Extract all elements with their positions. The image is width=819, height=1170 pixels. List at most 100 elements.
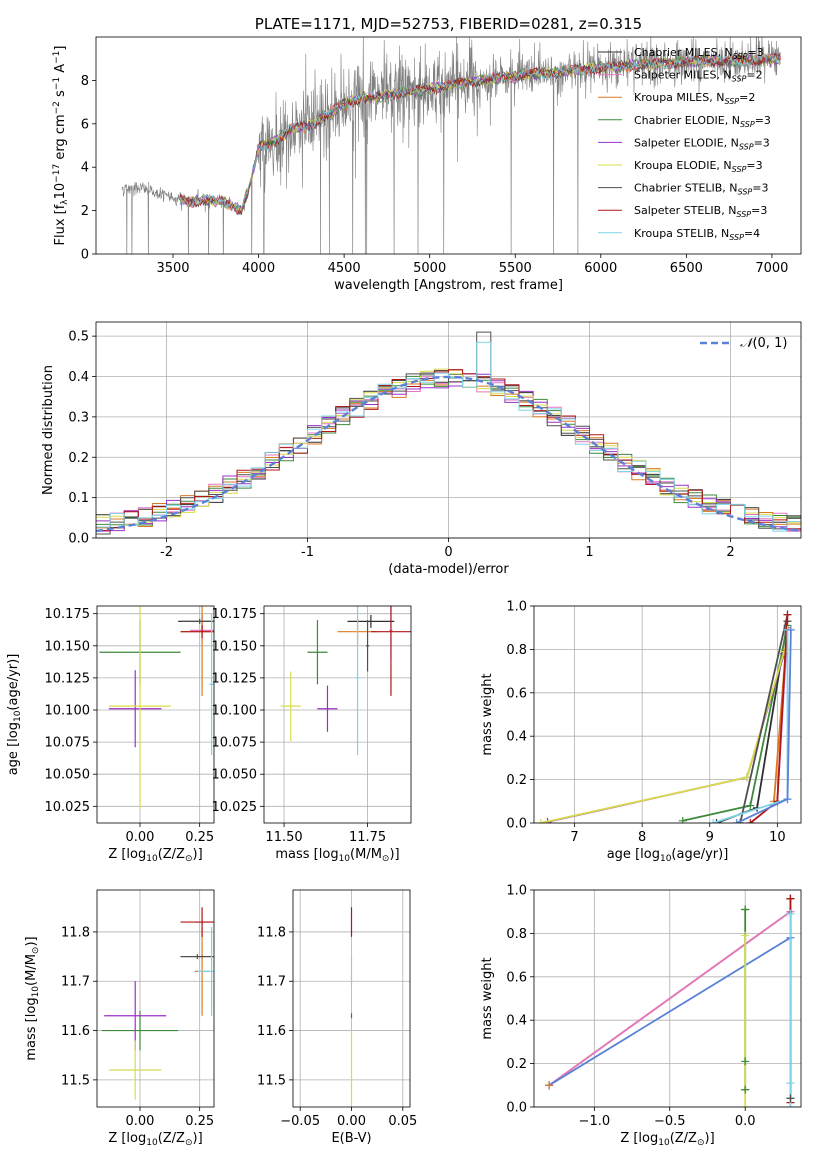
- x-tick-label: 0.00: [337, 1114, 366, 1129]
- y-tick-label: 10.100: [45, 704, 91, 719]
- x-tick-label: 0.00: [126, 830, 155, 845]
- panel-spectrum: 3500 4000 4500 5000 5500 6000 6500 7000 0 2 4 6 8 PLA…: [52, 15, 802, 293]
- y-tick-label: 0.4: [68, 370, 89, 385]
- grid: [264, 606, 411, 823]
- label-part: Z [log: [620, 1131, 658, 1146]
- y-axis-label: Flux [fλ10−17 erg cm−2 s−1 A−1]: [52, 46, 70, 246]
- x-tick-label: 10: [769, 830, 786, 845]
- y-tick-label: 10.175: [45, 607, 91, 622]
- y-tick-label: 11.7: [61, 975, 90, 990]
- panel-residuals: -2 -1 0 1 2 0.0 0.1 0.2 0.3 0.4 0.5 (data-model)/er…: [41, 321, 802, 577]
- panel-age-vs-Z: 0.00 0.25 10.025 10.050 10.075 10.100 10.125 10…: [6, 605, 215, 864]
- label-part: (age/yr)]: [671, 847, 728, 862]
- label-part: )]: [705, 1131, 715, 1146]
- label-part: −17: [52, 164, 62, 183]
- x-tick-label: 0: [444, 545, 452, 560]
- axes-frame: [292, 889, 411, 1108]
- plus-marker: [786, 625, 795, 634]
- model-line: [179, 54, 781, 211]
- x-tick-label: 0.00: [126, 1114, 155, 1129]
- label-part: =4: [744, 227, 760, 240]
- label-part: )]: [193, 1131, 203, 1146]
- y-tick-label: 0.2: [506, 773, 527, 788]
- panel-weight-vs-Z: −1.0 −0.5 0.0 0.0 0.2 0.4 0.6 0.8 1.0 Z [log10(Z/…: [480, 884, 802, 1148]
- x-tick-label: 11.50: [265, 830, 302, 845]
- plus-marker: [786, 909, 795, 918]
- label-part: (Z/Z: [670, 1131, 697, 1146]
- y-axis-label: Normed distribution: [41, 365, 56, 495]
- y-tick-label: 0.0: [68, 532, 89, 547]
- x-tick-label: 5500: [499, 261, 532, 276]
- x-tick-label: -1: [301, 545, 314, 560]
- label-part: =3: [747, 46, 763, 59]
- model-line: [179, 53, 781, 216]
- plot-area: [99, 606, 214, 809]
- y-tick-label: 0.0: [506, 817, 527, 832]
- plus-marker: [786, 1094, 795, 1103]
- legend-label: 𝒩(0, 1): [740, 336, 787, 351]
- y-axis-label: mass [log10(M/M⊙)]: [24, 936, 41, 1060]
- label-part: =3: [746, 159, 762, 172]
- label-part: age [log: [607, 847, 660, 862]
- y-tick-label: 10.050: [45, 768, 91, 783]
- y-tick-label: 0.6: [506, 970, 527, 985]
- y-tick-label: 11.5: [257, 1073, 286, 1088]
- plus-marker: [742, 773, 751, 782]
- label-part: SSP: [739, 142, 754, 151]
- x-tick-label: 7000: [755, 261, 788, 276]
- y-tick-label: 0.3: [68, 410, 89, 425]
- label-part: Kroupa STELIB, N: [634, 227, 729, 240]
- y-tick-label: 0.6: [506, 686, 527, 701]
- weight-line: [739, 614, 789, 823]
- plot-area: [101, 907, 214, 1100]
- x-axis-label: age [log10(age/yr)]: [607, 847, 729, 864]
- plus-marker: [741, 931, 750, 940]
- weight-line: [716, 621, 789, 823]
- x-axis-label: Z [log10(Z/Z⊙)]: [108, 1131, 202, 1148]
- legend-label: Kroupa ELODIE, NSSP=3: [634, 159, 763, 174]
- y-axis-label: age [log10(age/yr)]: [6, 654, 23, 776]
- y-tick-label: 0.8: [506, 643, 527, 658]
- label-part: 10: [146, 854, 158, 864]
- grid: [97, 606, 214, 823]
- label-part: SSP: [740, 120, 755, 129]
- label-part: Salpeter STELIB, N: [634, 204, 736, 217]
- y-tick-label: 1.0: [506, 600, 527, 615]
- label-part: SSP: [736, 210, 751, 219]
- label-part: −2: [52, 101, 62, 114]
- label-part: mass [log: [24, 997, 39, 1060]
- label-part: Z [log: [108, 1131, 146, 1146]
- x-tick-label: 11.75: [349, 830, 386, 845]
- plot-area: [545, 894, 795, 1107]
- model-line: [179, 52, 781, 212]
- label-part: 10: [146, 1138, 158, 1148]
- y-tick-label: 10.125: [45, 671, 91, 686]
- plus-marker: [741, 1085, 750, 1094]
- y-tick-label: 0.4: [506, 1014, 527, 1029]
- plot-area: [536, 610, 795, 823]
- x-tick-label: 9: [706, 830, 714, 845]
- weight-line: [540, 651, 785, 823]
- label-part: )]: [193, 847, 203, 862]
- label-part: age [log: [6, 722, 21, 775]
- legend-label: Kroupa STELIB, NSSP=4: [634, 227, 760, 242]
- label-part: s: [53, 90, 68, 101]
- y-tick-label: 0.2: [68, 451, 89, 466]
- y-tick-label: 10.150: [212, 639, 258, 654]
- label-part: Kroupa MILES, N: [634, 91, 724, 104]
- panel-mass-vs-EBV: −0.05 0.00 0.05 11.5 11.6 11.7 11.8 E(B-V): [257, 889, 417, 1146]
- label-part: ⊙: [185, 854, 193, 864]
- label-part: 10: [658, 1138, 670, 1148]
- y-tick-label: 0.4: [506, 730, 527, 745]
- x-tick-label: 8: [638, 830, 646, 845]
- legend-label: Kroupa MILES, NSSP=2: [634, 91, 755, 106]
- y-tick-label: 11.6: [61, 1024, 90, 1039]
- y-tick-label: 10.100: [212, 704, 258, 719]
- x-tick-label: 0.25: [185, 1114, 214, 1129]
- label-part: =3: [755, 114, 771, 127]
- y-axis-label: mass weight: [480, 957, 495, 1039]
- plus-marker: [741, 1057, 750, 1066]
- legend-label: Salpeter STELIB, NSSP=3: [634, 204, 767, 219]
- label-part: (0, 1): [752, 336, 787, 351]
